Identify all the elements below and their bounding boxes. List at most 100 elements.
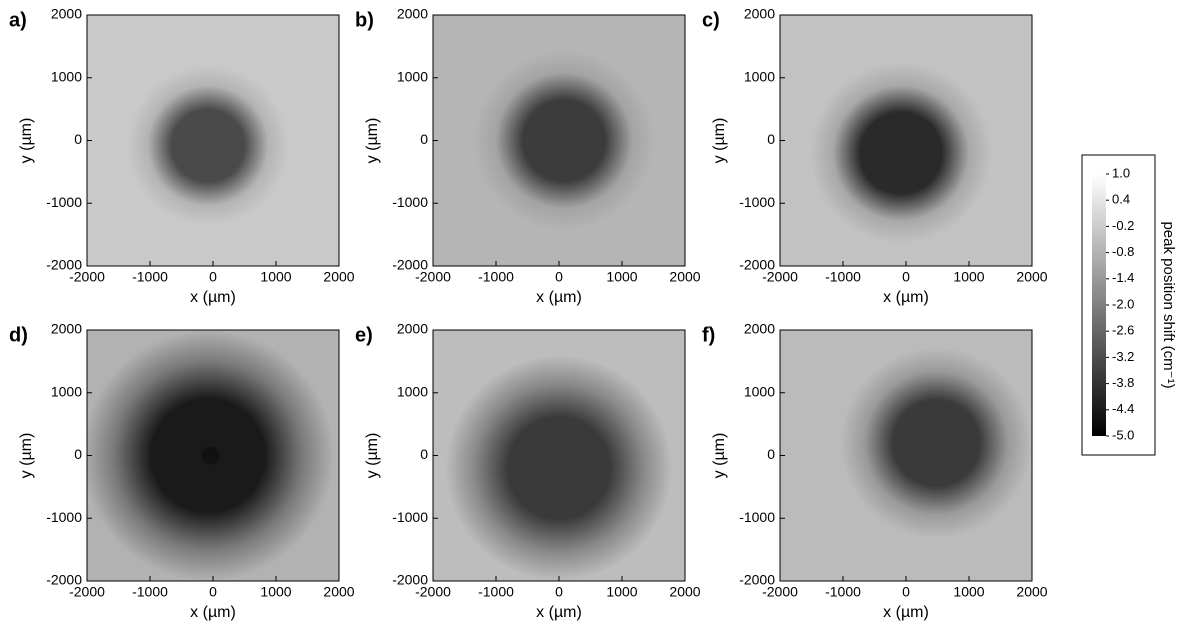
x-tick-label: -2000: [762, 584, 798, 600]
y-tick-label: -1000: [739, 194, 775, 210]
x-tick-label: 1000: [606, 584, 637, 600]
y-tick-label: -2000: [392, 572, 428, 588]
x-axis-label: x (µm): [883, 289, 929, 306]
y-tick-label: 2000: [51, 6, 82, 22]
x-tick-label: 1000: [953, 269, 984, 285]
panel-label: b): [355, 9, 374, 31]
panel-label: d): [9, 324, 28, 346]
y-tick-label: -1000: [46, 509, 82, 525]
colorbar-gradient: [1092, 174, 1106, 436]
y-tick-label: 0: [74, 446, 82, 462]
panel: -2000 -1000 0 1000 2000 -2000 -1000 0 1000 2000 x …: [355, 321, 701, 622]
y-tick-label: 2000: [744, 6, 775, 22]
colorbar-tick-label: -3.2: [1112, 349, 1134, 364]
x-tick-label: -1000: [132, 584, 168, 600]
panel-label: f): [702, 324, 715, 346]
y-tick-label: 2000: [51, 321, 82, 337]
map-core: [201, 446, 220, 465]
x-tick-label: 2000: [669, 584, 700, 600]
y-tick-label: -2000: [46, 572, 82, 588]
x-tick-label: -1000: [825, 269, 861, 285]
y-tick-label: 2000: [397, 6, 428, 22]
colorbar-tick-label: -5.0: [1112, 427, 1134, 442]
x-axis-label: x (µm): [190, 604, 236, 621]
colorbar-tick-label: 1.0: [1112, 165, 1130, 180]
x-tick-label: -1000: [132, 269, 168, 285]
x-axis-label: x (µm): [883, 604, 929, 621]
y-tick-label: -1000: [46, 194, 82, 210]
y-tick-label: -1000: [739, 509, 775, 525]
colorbar-tick-label: -0.8: [1112, 244, 1134, 259]
x-tick-label: 2000: [1016, 269, 1047, 285]
y-tick-label: 0: [767, 446, 775, 462]
y-tick-label: 0: [74, 131, 82, 147]
x-tick-label: 1000: [260, 269, 291, 285]
y-tick-label: 1000: [51, 68, 82, 84]
y-tick-label: -2000: [739, 572, 775, 588]
y-tick-label: 0: [420, 131, 428, 147]
y-tick-label: 1000: [397, 383, 428, 399]
panel-label: e): [355, 324, 373, 346]
x-tick-label: 0: [902, 269, 910, 285]
x-axis-label: x (µm): [536, 289, 582, 306]
y-tick-label: -2000: [739, 257, 775, 273]
x-tick-label: -1000: [478, 269, 514, 285]
map-image: [780, 15, 1032, 266]
y-tick-label: 1000: [744, 68, 775, 84]
y-tick-label: 0: [767, 131, 775, 147]
colorbar-tick-label: -3.8: [1112, 375, 1134, 390]
x-tick-label: 2000: [323, 584, 354, 600]
panel: -2000 -1000 0 1000 2000 -2000 -1000 0 1000 2000 x …: [702, 6, 1048, 307]
colorbar-label: peak position shift (cm⁻¹): [1160, 221, 1177, 388]
y-axis-label: y (µm): [711, 118, 728, 164]
x-tick-label: 2000: [323, 269, 354, 285]
x-axis-label: x (µm): [190, 289, 236, 306]
colorbar-tick-label: -0.2: [1112, 218, 1134, 233]
y-axis-label: y (µm): [18, 118, 35, 164]
y-axis-label: y (µm): [364, 433, 381, 479]
x-tick-label: 2000: [1016, 584, 1047, 600]
x-tick-label: -2000: [415, 584, 451, 600]
map-image: [433, 15, 685, 266]
x-tick-label: -1000: [478, 584, 514, 600]
x-tick-label: 1000: [606, 269, 637, 285]
x-tick-label: 0: [209, 269, 217, 285]
y-axis-label: y (µm): [18, 433, 35, 479]
y-tick-label: -1000: [392, 194, 428, 210]
panel-label: c): [702, 9, 720, 31]
panel-label: a): [9, 9, 27, 31]
y-tick-label: 1000: [397, 68, 428, 84]
panel: -2000 -1000 0 1000 2000 -2000 -1000 0 1000 2000 x …: [9, 6, 355, 307]
panel: -2000 -1000 0 1000 2000 -2000 -1000 0 1000 2000 x …: [702, 321, 1048, 622]
x-tick-label: -1000: [825, 584, 861, 600]
y-tick-label: 2000: [744, 321, 775, 337]
map-image: [780, 330, 1032, 581]
colorbar: 1.0 0.4 -0.2 -0.8 -1.4 -2.0 -2.6 -3.2 -3.8 -4.4 -5…: [1081, 154, 1177, 456]
colorbar-tick-label: 0.4: [1112, 192, 1130, 207]
x-tick-label: 1000: [953, 584, 984, 600]
panel: -2000 -1000 0 1000 2000 -2000 -1000 0 1000 2000 x …: [9, 321, 355, 622]
x-tick-label: -2000: [762, 269, 798, 285]
y-axis-label: y (µm): [711, 433, 728, 479]
colorbar-tick-label: -1.4: [1112, 270, 1134, 285]
y-tick-label: -2000: [392, 257, 428, 273]
y-tick-label: -1000: [392, 509, 428, 525]
x-tick-label: -2000: [69, 269, 105, 285]
colorbar-tick-label: -4.4: [1112, 401, 1134, 416]
x-tick-label: 0: [209, 584, 217, 600]
x-tick-label: 0: [555, 584, 563, 600]
x-tick-label: -2000: [69, 584, 105, 600]
y-tick-label: 1000: [744, 383, 775, 399]
y-tick-label: 1000: [51, 383, 82, 399]
x-tick-label: 1000: [260, 584, 291, 600]
x-tick-label: 0: [555, 269, 563, 285]
x-axis-label: x (µm): [536, 604, 582, 621]
x-tick-label: 0: [902, 584, 910, 600]
y-axis-label: y (µm): [364, 118, 381, 164]
map-image: [433, 330, 685, 581]
panel: -2000 -1000 0 1000 2000 -2000 -1000 0 1000 2000 x …: [355, 6, 701, 307]
y-tick-label: 2000: [397, 321, 428, 337]
x-tick-label: 2000: [669, 269, 700, 285]
y-tick-label: -2000: [46, 257, 82, 273]
